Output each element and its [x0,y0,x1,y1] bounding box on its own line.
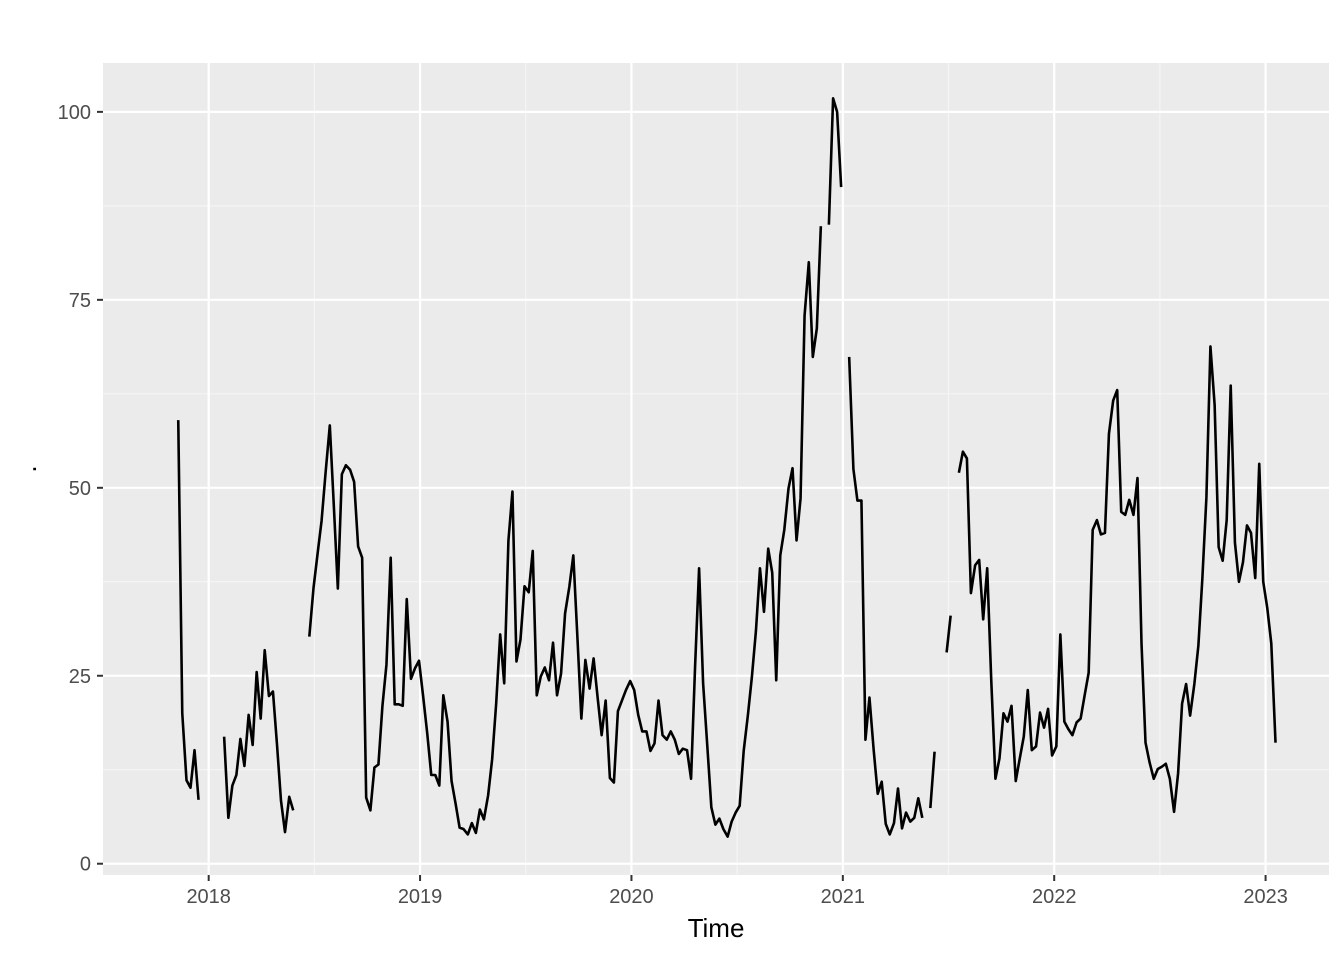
series-line-segment [308,226,823,838]
minor-gridlines [103,63,1329,875]
x-tick-label: 2020 [609,886,654,908]
series-line-segment [847,356,924,836]
y-tick-label: 25 [69,666,91,688]
series-line-segment [929,751,936,809]
y-tick-label: 75 [69,290,91,312]
x-tick-label: 2021 [821,886,866,908]
series-lines [176,97,1277,838]
y-tick-label: 100 [58,102,91,124]
x-tick-label: 2022 [1032,886,1077,908]
series-line-segment [222,648,295,834]
x-tick-label: 2023 [1243,886,1288,908]
x-tick-label: 2018 [186,886,231,908]
major-gridlines [103,63,1329,875]
series-line-segment [945,615,952,653]
x-tick-label: 2019 [398,886,443,908]
series-line-segment [176,420,200,800]
y-axis-title: . [12,465,42,472]
plot-panel [103,63,1329,875]
y-tick-label: 0 [80,854,91,876]
y-axis: 0 25 50 75 100 [58,102,103,876]
series-line-segment [827,97,843,225]
series-line-segment [957,345,1277,814]
x-axis: 2018 2019 2020 2021 2022 2023 [186,875,1288,908]
x-axis-title: Time [688,913,745,943]
y-tick-label: 50 [69,478,91,500]
